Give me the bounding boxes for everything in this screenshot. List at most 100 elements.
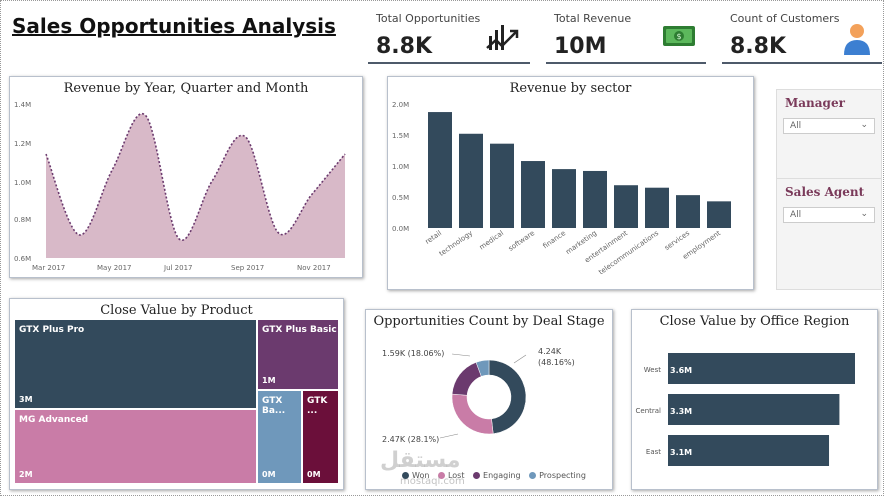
donut-slice[interactable] (451, 393, 494, 435)
revenue-area-chart: 1.4M 1.2M 1.0M 0.8M 0.6M Mar 2017 May 20… (14, 101, 346, 272)
tile-value: 1M (262, 376, 276, 385)
area-fill (46, 113, 345, 258)
tile-value: 0M (262, 470, 276, 479)
tile-label: MG Advanced (19, 415, 89, 425)
series-line (45, 112, 346, 242)
kpi-total-opportunities[interactable]: Total Opportunities 8.8K (368, 6, 530, 64)
y-tick-label: 2.0M (392, 101, 409, 109)
sales-agent-slicer[interactable]: Sales Agent All ⌄ (776, 178, 882, 290)
region-bar-chart: 3.6M 3.3M 3.1M West Central East (636, 353, 855, 466)
slicer-label: Sales Agent (785, 185, 865, 199)
dropdown-value: All (790, 121, 802, 131)
legend-swatch (437, 472, 445, 479)
bar-data-label: 3.6M (670, 366, 692, 375)
tile-label: GTX Plus Pro (19, 325, 85, 335)
x-tick-label: Jul 2017 (163, 264, 193, 272)
x-tick-label: software (507, 229, 536, 253)
chart-title: Close Value by Office Region (659, 314, 850, 329)
region-bar[interactable] (668, 353, 855, 384)
chevron-down-icon: ⌄ (860, 120, 868, 130)
kpi-value: 8.8K (730, 34, 787, 59)
donut-data-label: (48.16%) (538, 358, 575, 367)
chart-title: Opportunities Count by Deal Stage (373, 314, 605, 329)
treemap-tile[interactable]: GTX Plus Pro 3M (14, 319, 257, 409)
kpi-count-of-customers[interactable]: Count of Customers 8.8K (722, 6, 882, 64)
user-icon (842, 22, 872, 60)
donut-data-label: 1.59K (18.06%) (382, 349, 444, 358)
kpi-value: 10M (554, 34, 607, 59)
sector-bar[interactable] (521, 161, 545, 228)
y-tick-label: 1.0M (14, 179, 31, 187)
tile-value: 0M (307, 470, 321, 479)
treemap-tile[interactable]: GTX Ba... 0M (257, 390, 302, 484)
sector-bar-chart: 2.0M 1.5M 1.0M 0.5M 0.0M retailtechnolog… (392, 101, 731, 277)
x-tick-label: finance (541, 229, 567, 250)
y-tick-label: East (646, 448, 661, 456)
treemap-tile[interactable]: GTX Plus Basic 1M (257, 319, 339, 390)
y-tick-label: 0.5M (392, 194, 409, 202)
kpi-total-revenue[interactable]: Total Revenue 10M $ (546, 6, 706, 64)
chart-title: Close Value by Product (100, 303, 253, 318)
sector-bar[interactable] (583, 170, 607, 228)
y-tick-label: 0.6M (14, 255, 31, 263)
dropdown-value: All (790, 210, 802, 220)
svg-text:$: $ (676, 32, 681, 41)
legend-swatch (529, 472, 537, 479)
chart-title: Revenue by Year, Quarter and Month (63, 81, 309, 96)
deal-stage-card[interactable]: Opportunities Count by Deal Stage 4.24K … (365, 309, 613, 490)
sector-bar[interactable] (552, 169, 576, 228)
tile-value: 3M (19, 395, 33, 404)
kpi-label: Count of Customers (730, 12, 840, 25)
deal-stage-donut: 4.24K (48.16%) 1.59K (18.06%) 2.47K (28.… (382, 347, 575, 444)
legend-swatch (402, 472, 409, 479)
manager-dropdown[interactable]: All ⌄ (783, 118, 875, 134)
sales-agent-dropdown[interactable]: All ⌄ (783, 207, 875, 223)
manager-slicer[interactable]: Manager All ⌄ (776, 89, 882, 179)
kpi-label: Total Opportunities (376, 12, 481, 25)
tile-label: GTX Plus Basic (262, 325, 337, 335)
slicer-label: Manager (785, 96, 845, 110)
region-bar[interactable] (668, 435, 830, 466)
close-value-by-region-card[interactable]: Close Value by Office Region 3.6M 3.3M 3… (631, 309, 878, 490)
page-title: Sales Opportunities Analysis (12, 14, 336, 38)
legend-label: Lost (447, 471, 465, 480)
x-tick-label: technology (438, 229, 474, 258)
sector-bar[interactable] (428, 112, 452, 228)
legend-label: Prospecting (539, 471, 586, 480)
treemap-tile[interactable]: MG Advanced 2M (14, 409, 257, 484)
x-tick-label: services (663, 229, 691, 252)
x-tick-label: medical (478, 229, 505, 251)
chart-legend: Won Lost Engaging Prospecting (396, 471, 586, 480)
bar-data-label: 3.3M (670, 407, 692, 416)
x-tick-label: May 2017 (97, 264, 132, 272)
donut-slice[interactable] (451, 362, 482, 396)
donut-slice[interactable] (475, 359, 490, 377)
sector-bar[interactable] (459, 133, 483, 228)
chart-trend-icon (486, 22, 520, 56)
bar-data-label: 3.1M (670, 448, 692, 457)
donut-data-label: 4.24K (538, 347, 562, 356)
x-tick-label: Mar 2017 (32, 264, 65, 272)
sector-bar[interactable] (707, 201, 731, 228)
donut-slice[interactable] (488, 359, 527, 435)
close-value-by-product-card[interactable]: Close Value by Product GTX Plus Pro 3M M… (9, 298, 344, 490)
sector-bar[interactable] (614, 185, 638, 228)
money-icon: $ (662, 22, 696, 54)
sector-bar[interactable] (645, 187, 669, 228)
revenue-by-month-card[interactable]: Revenue by Year, Quarter and Month 1.4M … (9, 76, 363, 278)
revenue-by-sector-card[interactable]: Revenue by sector 2.0M 1.5M 1.0M 0.5M 0.… (387, 76, 754, 290)
treemap-tile[interactable]: GTK ... 0M (302, 390, 339, 484)
y-tick-label: Central (636, 407, 662, 415)
sector-bar[interactable] (490, 143, 514, 228)
kpi-label: Total Revenue (554, 12, 632, 25)
x-tick-label: retail (424, 229, 443, 246)
y-tick-label: 0.0M (392, 225, 409, 233)
region-bar[interactable] (668, 394, 840, 425)
x-tick-label: telecommunications (597, 229, 660, 277)
sector-bar[interactable] (676, 195, 700, 228)
tile-value: 2M (19, 470, 33, 479)
legend-label: Won (412, 471, 430, 480)
kpi-value: 8.8K (376, 34, 433, 59)
chart-title: Revenue by sector (509, 81, 632, 96)
